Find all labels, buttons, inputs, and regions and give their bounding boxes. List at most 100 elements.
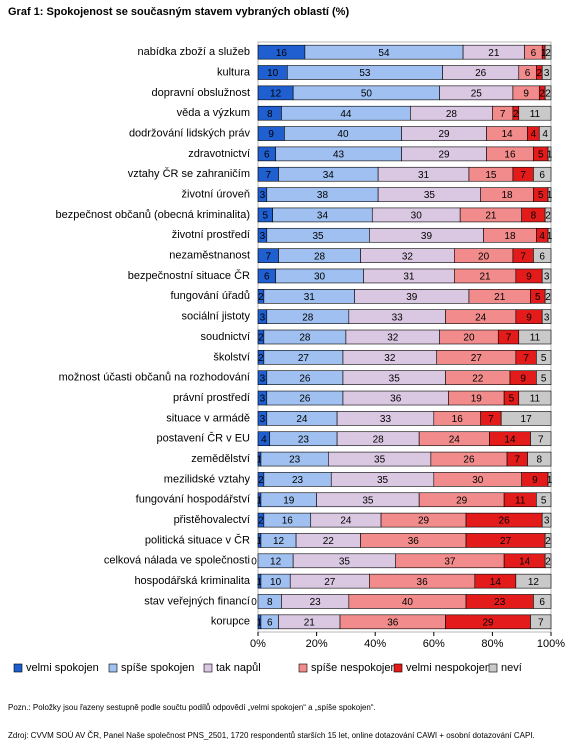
value-label: 1	[547, 190, 553, 201]
value-label: 1	[547, 150, 553, 161]
value-label: 23	[298, 434, 310, 445]
bar-segment	[538, 126, 552, 141]
value-label: 0	[251, 556, 257, 567]
value-label: 7	[515, 455, 521, 466]
value-label: 12	[270, 556, 282, 567]
y-tick-label: bezpečnost občanů (obecná kriminalita)	[56, 209, 250, 221]
value-label: 0	[251, 597, 257, 608]
value-label: 23	[494, 597, 506, 608]
value-label: 16	[452, 414, 464, 425]
value-label: 33	[380, 414, 392, 425]
value-label: 29	[456, 495, 468, 506]
value-label: 15	[485, 170, 497, 181]
y-tick-label: dodržování lidských práv	[129, 127, 251, 139]
value-label: 4	[531, 129, 537, 140]
legend-swatch	[13, 663, 23, 673]
value-label: 11	[530, 394, 541, 405]
value-label: 7	[506, 333, 512, 344]
bar-segment	[544, 533, 552, 548]
value-label: 22	[472, 373, 484, 384]
value-label: 22	[323, 536, 335, 547]
x-tick-label: 100%	[537, 638, 565, 650]
y-tick-label: vztahy ČR se zahraničím	[128, 167, 250, 180]
legend-swatch	[488, 663, 498, 673]
value-label: 29	[438, 129, 450, 140]
bar-segment	[544, 207, 552, 223]
value-label: 5	[538, 190, 544, 201]
value-label: 19	[471, 394, 483, 405]
value-label: 2	[513, 109, 519, 120]
value-label: 24	[296, 414, 308, 425]
value-label: 5	[535, 292, 541, 303]
value-label: 26	[299, 373, 311, 384]
value-label: 37	[444, 556, 456, 567]
value-label: 43	[333, 150, 345, 161]
value-label: 2	[539, 89, 545, 100]
value-label: 36	[387, 617, 399, 628]
value-label: 3	[544, 272, 550, 283]
x-tick-label: 60%	[423, 638, 445, 650]
value-label: 24	[449, 434, 461, 445]
value-label: 9	[268, 129, 274, 140]
value-label: 1	[257, 617, 263, 628]
x-tick-label: 20%	[306, 638, 328, 650]
value-label: 21	[488, 48, 500, 59]
y-tick-label: situace v armádě	[166, 412, 250, 424]
y-tick-label: bezpečnostní situace ČR	[128, 269, 250, 282]
bar-segment	[544, 553, 552, 569]
value-label: 35	[374, 455, 386, 466]
value-label: 9	[532, 475, 538, 486]
y-tick-label: sociální jistoty	[182, 311, 251, 323]
value-label: 7	[500, 109, 506, 120]
bar-segment	[544, 289, 552, 304]
value-label: 39	[421, 231, 433, 242]
value-label: 23	[292, 475, 304, 486]
value-label: 26	[499, 516, 511, 527]
value-label: 27	[471, 353, 483, 364]
value-label: 28	[299, 333, 311, 344]
bar-segment	[533, 594, 552, 609]
value-label: 5	[541, 373, 547, 384]
y-tick-label: hospodářská kriminalita	[134, 575, 250, 587]
value-label: 3	[260, 231, 266, 242]
y-tick-label: přistěhovalectví	[174, 514, 250, 526]
bar-segment	[527, 451, 552, 467]
legend-swatch	[108, 663, 118, 673]
bar-segment	[530, 431, 552, 447]
value-label: 27	[324, 577, 336, 588]
value-label: 23	[310, 597, 322, 608]
bar-segment	[518, 390, 552, 406]
value-label: 27	[298, 353, 310, 364]
value-label: 18	[504, 231, 516, 242]
value-label: 33	[392, 312, 404, 323]
value-label: 7	[523, 353, 529, 364]
value-label: 1	[257, 577, 263, 588]
bar-segment	[547, 187, 552, 202]
y-tick-label: školství	[213, 351, 250, 363]
value-label: 6	[539, 170, 545, 181]
value-label: 34	[317, 211, 329, 222]
y-tick-label: dopravní obslužnost	[152, 87, 250, 99]
value-label: 6	[267, 617, 273, 628]
value-label: 36	[417, 577, 429, 588]
value-label: 8	[531, 211, 537, 222]
legend-label: neví	[501, 662, 522, 674]
value-label: 24	[340, 516, 352, 527]
value-label: 6	[525, 68, 531, 79]
value-label: 3	[260, 373, 266, 384]
value-label: 2	[545, 211, 551, 222]
y-tick-label: korupce	[211, 616, 250, 628]
value-label: 21	[304, 617, 316, 628]
value-label: 44	[340, 109, 352, 120]
bar-segment	[515, 573, 552, 589]
x-tick-label: 80%	[481, 638, 503, 650]
value-label: 23	[289, 455, 301, 466]
value-label: 29	[418, 516, 430, 527]
value-label: 5	[538, 150, 544, 161]
value-label: 35	[424, 190, 436, 201]
value-label: 7	[520, 251, 526, 262]
legend-swatch	[393, 663, 403, 673]
y-tick-label: politická situace v ČR	[145, 533, 250, 546]
value-label: 1	[257, 455, 263, 466]
